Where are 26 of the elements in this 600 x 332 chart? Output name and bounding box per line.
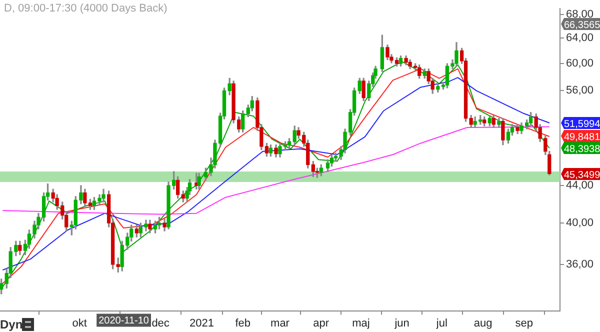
y-tick-label: 44,00: [566, 180, 594, 192]
chart-title: D, 09:00-17:30 (4000 Days Back): [4, 2, 168, 15]
x-tick-label: mar: [270, 317, 290, 330]
x-tick-label: dec: [152, 317, 170, 330]
y-tick-label: 60,00: [566, 58, 594, 70]
x-tick-label: okt: [72, 317, 87, 330]
data-label: 49,8481: [564, 132, 600, 143]
y-tick-label: 64,00: [566, 32, 594, 44]
x-tick-label: feb: [235, 317, 250, 330]
y-tick-label: 68,00: [566, 8, 594, 20]
x-tick-label: jun: [394, 317, 410, 330]
x-tick-label: apr: [313, 317, 330, 330]
data-label: 48,3938: [564, 144, 600, 155]
y-tick-label: 56,00: [566, 84, 594, 97]
y-tick-label: 36,00: [566, 258, 594, 271]
text: 66,3565: [564, 20, 600, 31]
text: 2020-11-10: [98, 316, 150, 327]
text: Dyn: [0, 317, 23, 332]
x-tick-label: aug: [474, 317, 492, 330]
x-tick-label: sep: [515, 317, 534, 330]
x-tick-label: maj: [352, 317, 370, 330]
x-tick-label: 2021: [189, 317, 214, 330]
text: 45,3499: [564, 170, 600, 181]
x-tick-label: jul: [435, 317, 448, 330]
data-label: 51,5994: [564, 118, 600, 130]
y-tick-label: 40,00: [566, 217, 594, 230]
